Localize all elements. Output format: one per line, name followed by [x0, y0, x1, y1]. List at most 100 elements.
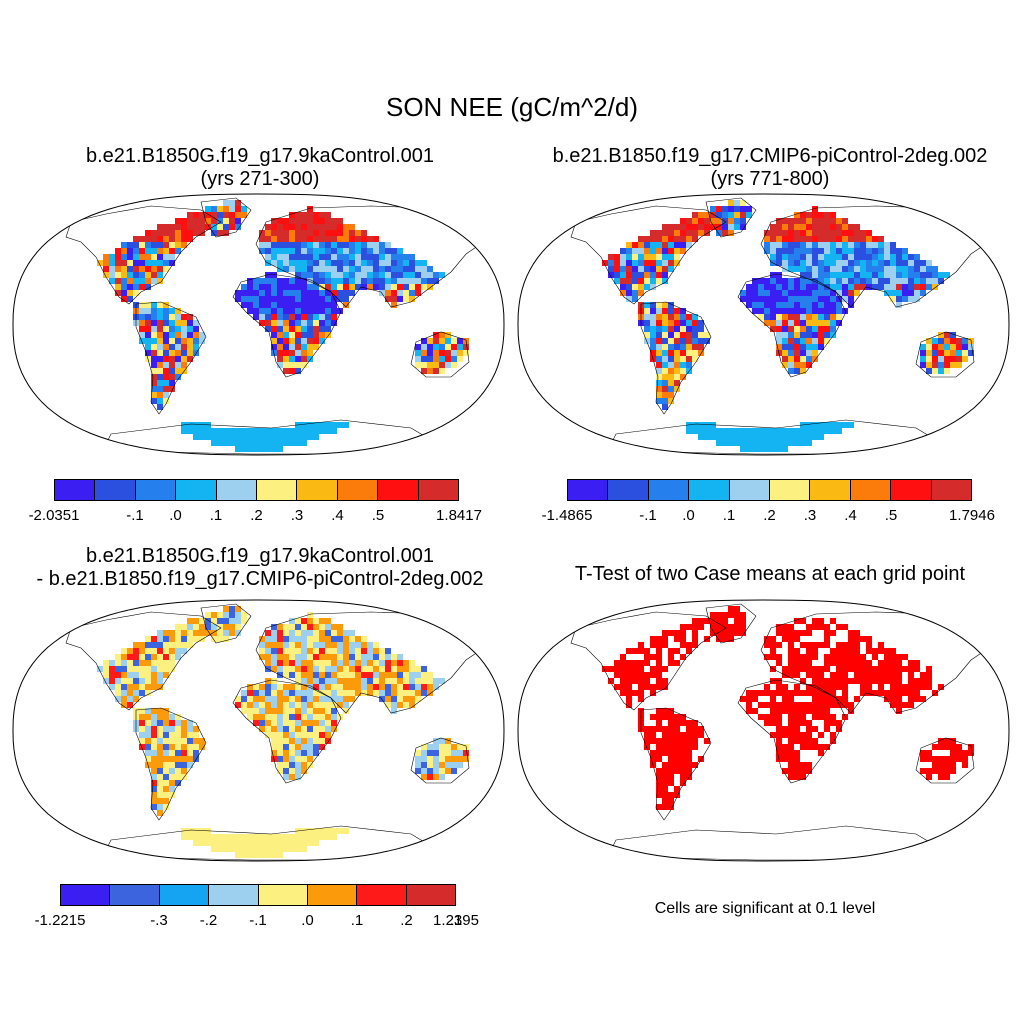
- grid-cell: [175, 242, 181, 248]
- grid-cell: [385, 242, 391, 248]
- grid-cell: [656, 254, 662, 260]
- grid-cell: [307, 206, 313, 212]
- grid-cell: [914, 278, 920, 284]
- grid-cell: [259, 642, 265, 648]
- grid-cell: [295, 846, 301, 852]
- grid-cell: [800, 338, 806, 344]
- grid-cell: [614, 260, 620, 266]
- grid-cell: [824, 696, 830, 702]
- grid-cell: [638, 266, 644, 272]
- grid-cell: [836, 422, 842, 428]
- grid-cell: [902, 654, 908, 660]
- grid-cell: [638, 260, 644, 266]
- grid-cell: [626, 266, 632, 272]
- grid-cell: [247, 708, 253, 714]
- grid-cell: [782, 332, 788, 338]
- grid-cell: [421, 774, 427, 780]
- grid-cell: [866, 666, 872, 672]
- grid-cell: [806, 434, 812, 440]
- grid-cell: [650, 714, 656, 720]
- grid-cell: [187, 738, 193, 744]
- grid-cell: [818, 642, 824, 648]
- grid-cell: [668, 344, 674, 350]
- grid-cell: [686, 218, 692, 224]
- grid-cell: [722, 636, 728, 642]
- grid-cell: [295, 678, 301, 684]
- grid-cell: [890, 278, 896, 284]
- grid-cell: [662, 386, 668, 392]
- grid-cell: [223, 840, 229, 846]
- grid-cell: [277, 338, 283, 344]
- grid-cell: [325, 242, 331, 248]
- grid-cell: [656, 804, 662, 810]
- grid-cell: [421, 690, 427, 696]
- grid-cell: [157, 272, 163, 278]
- grid-cell: [662, 272, 668, 278]
- grid-cell: [812, 260, 818, 266]
- grid-cell: [199, 338, 205, 344]
- grid-cell: [788, 350, 794, 356]
- grid-cell: [271, 690, 277, 696]
- grid-cell: [776, 218, 782, 224]
- grid-cell: [313, 618, 319, 624]
- grid-cell: [650, 726, 656, 732]
- grid-cell: [662, 708, 668, 714]
- grid-cell: [668, 230, 674, 236]
- grid-cell: [241, 440, 247, 446]
- grid-cell: [343, 422, 349, 428]
- grid-cell: [668, 332, 674, 338]
- grid-cell: [686, 768, 692, 774]
- grid-cell: [776, 320, 782, 326]
- grid-cell: [794, 660, 800, 666]
- grid-cell: [758, 302, 764, 308]
- grid-cell: [457, 338, 463, 344]
- grid-cell: [806, 290, 812, 296]
- grid-cell: [307, 236, 313, 242]
- grid-cell: [764, 314, 770, 320]
- grid-cell: [812, 218, 818, 224]
- grid-cell: [133, 642, 139, 648]
- grid-cell: [872, 654, 878, 660]
- grid-cell: [157, 642, 163, 648]
- grid-cell: [824, 260, 830, 266]
- grid-cell: [169, 726, 175, 732]
- grid-cell: [433, 362, 439, 368]
- grid-cell: [313, 642, 319, 648]
- grid-cell: [361, 248, 367, 254]
- grid-cell: [836, 224, 842, 230]
- grid-cell: [962, 344, 968, 350]
- grid-cell: [770, 714, 776, 720]
- grid-cell: [301, 690, 307, 696]
- grid-cell: [626, 648, 632, 654]
- grid-cell: [896, 302, 902, 308]
- grid-cell: [818, 242, 824, 248]
- panel2-title-line1: b.e21.B1850.f19_g17.CMIP6-piControl-2deg…: [552, 145, 988, 167]
- grid-cell: [680, 714, 686, 720]
- grid-cell: [409, 660, 415, 666]
- grid-cell: [644, 744, 650, 750]
- grid-cell: [385, 654, 391, 660]
- grid-cell: [692, 212, 698, 218]
- grid-cell: [277, 278, 283, 284]
- grid-cell: [932, 356, 938, 362]
- grid-cell: [686, 362, 692, 368]
- grid-cell: [253, 446, 259, 452]
- grid-cell: [830, 296, 836, 302]
- grid-cell: [331, 660, 337, 666]
- grid-cell: [253, 720, 259, 726]
- grid-cell: [938, 774, 944, 780]
- grid-cell: [151, 750, 157, 756]
- grid-cell: [169, 750, 175, 756]
- grid-cell: [337, 660, 343, 666]
- grid-cell: [259, 702, 265, 708]
- coastline-australia: [915, 331, 975, 378]
- grid-cell: [277, 356, 283, 362]
- grid-cell: [355, 272, 361, 278]
- grid-cell: [169, 350, 175, 356]
- grid-cell: [313, 422, 319, 428]
- grid-cell: [109, 272, 115, 278]
- grid-cell: [794, 224, 800, 230]
- grid-cell: [121, 672, 127, 678]
- colorbar-case1-swatch: [176, 480, 217, 500]
- map-diff: [12, 599, 505, 862]
